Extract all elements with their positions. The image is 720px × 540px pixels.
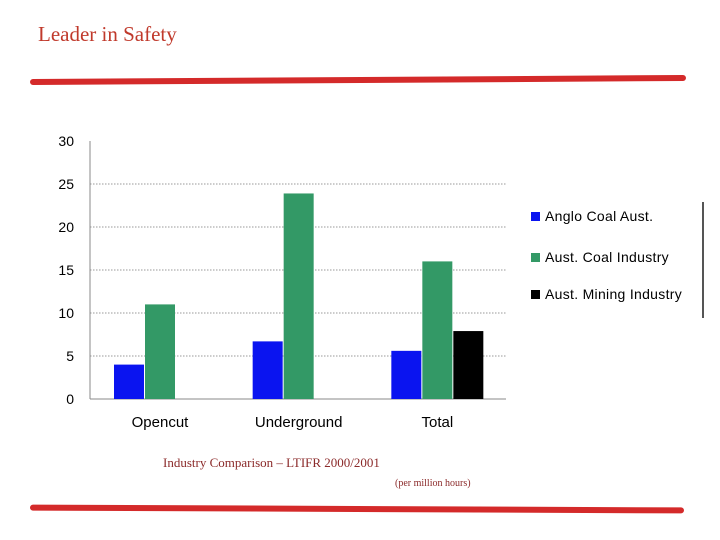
bars <box>114 193 484 399</box>
y-tick-label: 15 <box>58 262 74 278</box>
slide-title: Leader in Safety <box>38 22 177 46</box>
bar-opencut-1 <box>145 304 175 399</box>
y-tick-label: 5 <box>66 348 74 364</box>
legend-swatch <box>531 290 540 299</box>
y-tick-label: 25 <box>58 176 74 192</box>
legend-swatch <box>531 212 540 221</box>
x-category-label: Opencut <box>132 414 190 431</box>
x-category-label: Underground <box>255 414 343 431</box>
chart-caption: Industry Comparison – LTIFR 2000/2001 <box>163 455 380 470</box>
x-category-label: Total <box>421 414 453 431</box>
y-tick-label: 30 <box>58 133 74 149</box>
y-tick-label: 0 <box>66 391 74 407</box>
bar-total-1 <box>422 261 453 399</box>
y-tick-label: 10 <box>58 305 74 321</box>
legend: Anglo Coal Aust. Aust. Coal Industry Aust.… <box>531 208 682 302</box>
bar-opencut-0 <box>114 364 144 399</box>
tick-labels: 0 5 10 15 20 25 30 Opencut Underground Total <box>58 133 453 431</box>
y-tick-label: 20 <box>58 219 74 235</box>
bar-total-2 <box>453 331 484 399</box>
bar-underground-0 <box>252 341 283 399</box>
legend-swatch <box>531 253 540 262</box>
chart-subcaption: (per million hours) <box>395 478 471 489</box>
legend-label: Anglo Coal Aust. <box>545 208 653 224</box>
bar-underground-1 <box>283 193 314 399</box>
legend-edge <box>702 202 704 318</box>
legend-label: Aust. Coal Industry <box>545 249 669 265</box>
legend-label: Aust. Mining Industry <box>545 286 682 302</box>
bar-total-0 <box>391 350 422 399</box>
